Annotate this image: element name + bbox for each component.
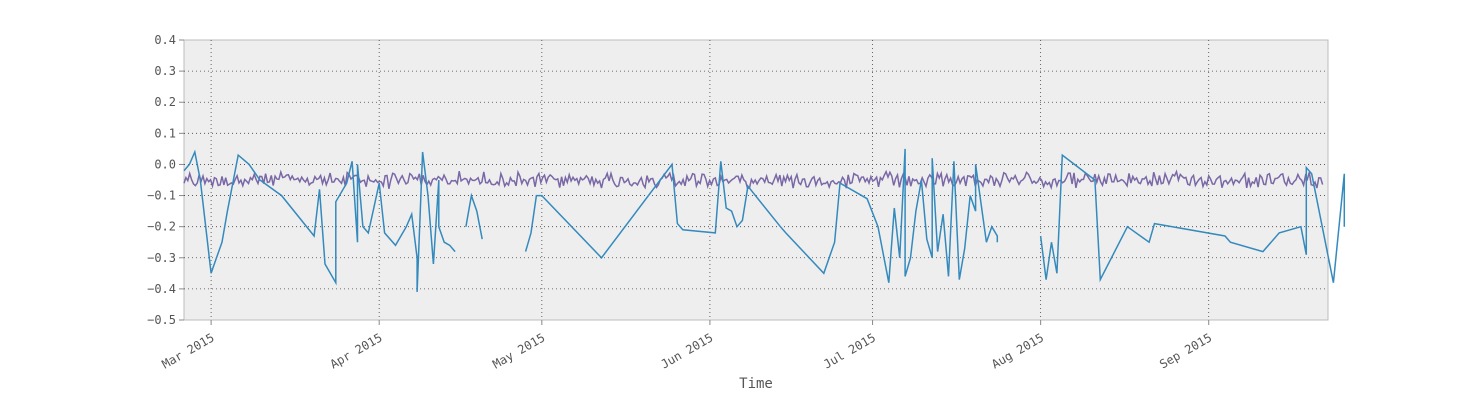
y-tick-label: −0.1 <box>147 189 176 203</box>
series-layer <box>183 148 1346 293</box>
series-blue-line <box>465 192 483 240</box>
y-tick-label: 0.4 <box>154 33 176 47</box>
series-blue-line <box>524 148 999 283</box>
x-tick-label: Mar 2015 <box>160 330 217 371</box>
series-blue-line <box>1039 153 1346 283</box>
x-tick-label: Jul 2015 <box>821 330 878 371</box>
x-tick-label: Sep 2015 <box>1157 330 1214 371</box>
x-axis-ticks: Mar 2015 Apr 2015 May 2015 Jun 2015 Jul 2015… <box>160 320 1214 371</box>
y-tick-label: −0.5 <box>147 313 176 327</box>
x-tick-label: Apr 2015 <box>328 330 385 371</box>
x-tick-label: May 2015 <box>490 330 547 371</box>
x-tick-label: Aug 2015 <box>989 330 1046 371</box>
y-axis-ticks: −0.5 −0.4 −0.3 −0.2 −0.1 0.0 0.1 0.2 0.3 0.4 <box>147 33 184 327</box>
x-axis-label: Time <box>739 376 773 392</box>
series-purple-line <box>183 169 1324 191</box>
y-tick-label: 0.1 <box>154 126 176 140</box>
y-tick-label: −0.3 <box>147 251 176 265</box>
y-tick-label: −0.2 <box>147 220 176 234</box>
y-tick-label: −0.4 <box>147 282 176 296</box>
y-tick-label: 0.0 <box>154 157 176 171</box>
x-tick-label: Jun 2015 <box>658 330 715 371</box>
series-blue-line <box>183 149 456 293</box>
y-tick-label: 0.3 <box>154 64 176 78</box>
y-tick-label: 0.2 <box>154 95 176 109</box>
